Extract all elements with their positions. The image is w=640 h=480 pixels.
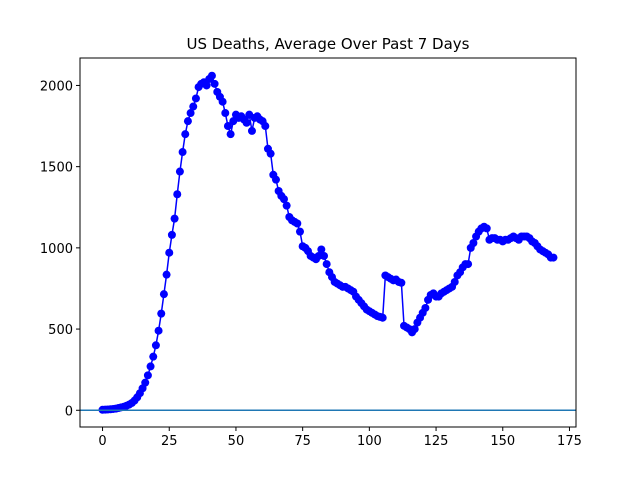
point [242, 118, 251, 127]
point [295, 227, 304, 236]
point [482, 224, 491, 233]
point [162, 270, 171, 279]
point [282, 201, 291, 210]
point [141, 378, 150, 387]
x-tick-label: 125 [424, 434, 449, 449]
point [464, 260, 473, 269]
point [189, 102, 198, 111]
point [549, 253, 558, 262]
point [322, 260, 331, 269]
point [178, 148, 187, 157]
point [450, 277, 459, 286]
point [317, 245, 326, 254]
point [218, 97, 227, 106]
point [173, 190, 182, 199]
x-tick-label: 75 [294, 434, 311, 449]
point [181, 130, 190, 139]
point [226, 130, 235, 139]
point [191, 94, 200, 103]
point [378, 313, 387, 322]
point [186, 109, 195, 118]
x-tick-label: 175 [557, 434, 582, 449]
x-tick-label: 150 [490, 434, 515, 449]
point [151, 341, 160, 350]
point [157, 309, 166, 318]
series-line [102, 74, 554, 411]
point [279, 195, 288, 204]
x-tick-label: 50 [228, 434, 245, 449]
point [154, 326, 163, 335]
point [146, 362, 155, 371]
y-tick-label: 0 [65, 404, 73, 419]
point [261, 122, 270, 131]
x-tick-label: 100 [357, 434, 382, 449]
point [149, 352, 158, 361]
point [183, 117, 192, 126]
point [159, 290, 168, 299]
y-tick-label: 2000 [40, 79, 73, 94]
chart-title: US Deaths, Average Over Past 7 Days [187, 35, 470, 53]
point [410, 325, 419, 334]
point [175, 167, 184, 176]
point [167, 230, 176, 239]
point [170, 214, 179, 223]
point [165, 248, 174, 257]
point [223, 122, 232, 131]
point [207, 71, 216, 80]
x-tick-label: 0 [98, 434, 106, 449]
point [271, 175, 280, 184]
point [397, 278, 406, 287]
y-tick-label: 1000 [40, 242, 73, 257]
point [221, 109, 230, 118]
point [143, 371, 152, 380]
y-tick-label: 500 [48, 323, 73, 338]
y-tick-label: 1500 [40, 161, 73, 176]
point [469, 238, 478, 247]
x-tick-label: 25 [161, 434, 178, 449]
point [319, 251, 328, 260]
plot-frame [79, 57, 577, 428]
point [421, 303, 430, 312]
point [202, 81, 211, 90]
point [266, 149, 275, 158]
point [210, 79, 219, 88]
point [247, 126, 256, 135]
point [293, 219, 302, 228]
